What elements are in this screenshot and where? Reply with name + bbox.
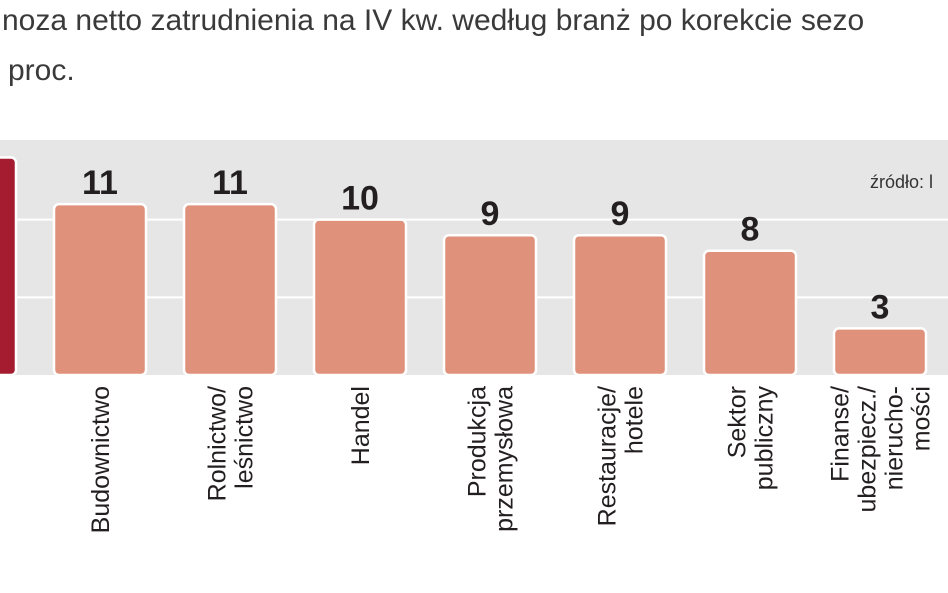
bar	[0, 156, 18, 377]
chart-title: noza netto zatrudnienia na IV kw. według…	[2, 4, 864, 37]
bar	[312, 218, 408, 377]
value-label: 3	[871, 288, 890, 326]
value-label: 8	[741, 211, 760, 249]
bar	[702, 249, 798, 377]
x-tick-label: Finanse/ubezpiecz./nierucho-mości	[827, 386, 936, 513]
source: źródło: l	[870, 172, 933, 192]
x-tick-label: Budownictwo	[87, 386, 115, 533]
x-tick-label: Produkcjaprzemysłowa	[464, 386, 519, 532]
x-tick-label: Restauracje/hotele	[594, 386, 649, 526]
bar	[572, 233, 668, 377]
bar	[52, 202, 148, 377]
bar	[832, 327, 928, 377]
bar	[442, 233, 538, 377]
bar	[182, 202, 278, 377]
x-tick-label: Handel	[347, 386, 375, 465]
chart-subtitle: proc.	[8, 54, 75, 87]
value-label: 10	[341, 180, 379, 218]
value-label: 11	[212, 164, 248, 202]
value-label: 11	[82, 164, 118, 202]
x-tick-label: Rolnictwo/leśnictwo	[204, 386, 259, 501]
value-label: 9	[481, 195, 500, 233]
x-tick-label: Sektorpubliczny	[724, 386, 779, 491]
value-label: 9	[611, 195, 630, 233]
